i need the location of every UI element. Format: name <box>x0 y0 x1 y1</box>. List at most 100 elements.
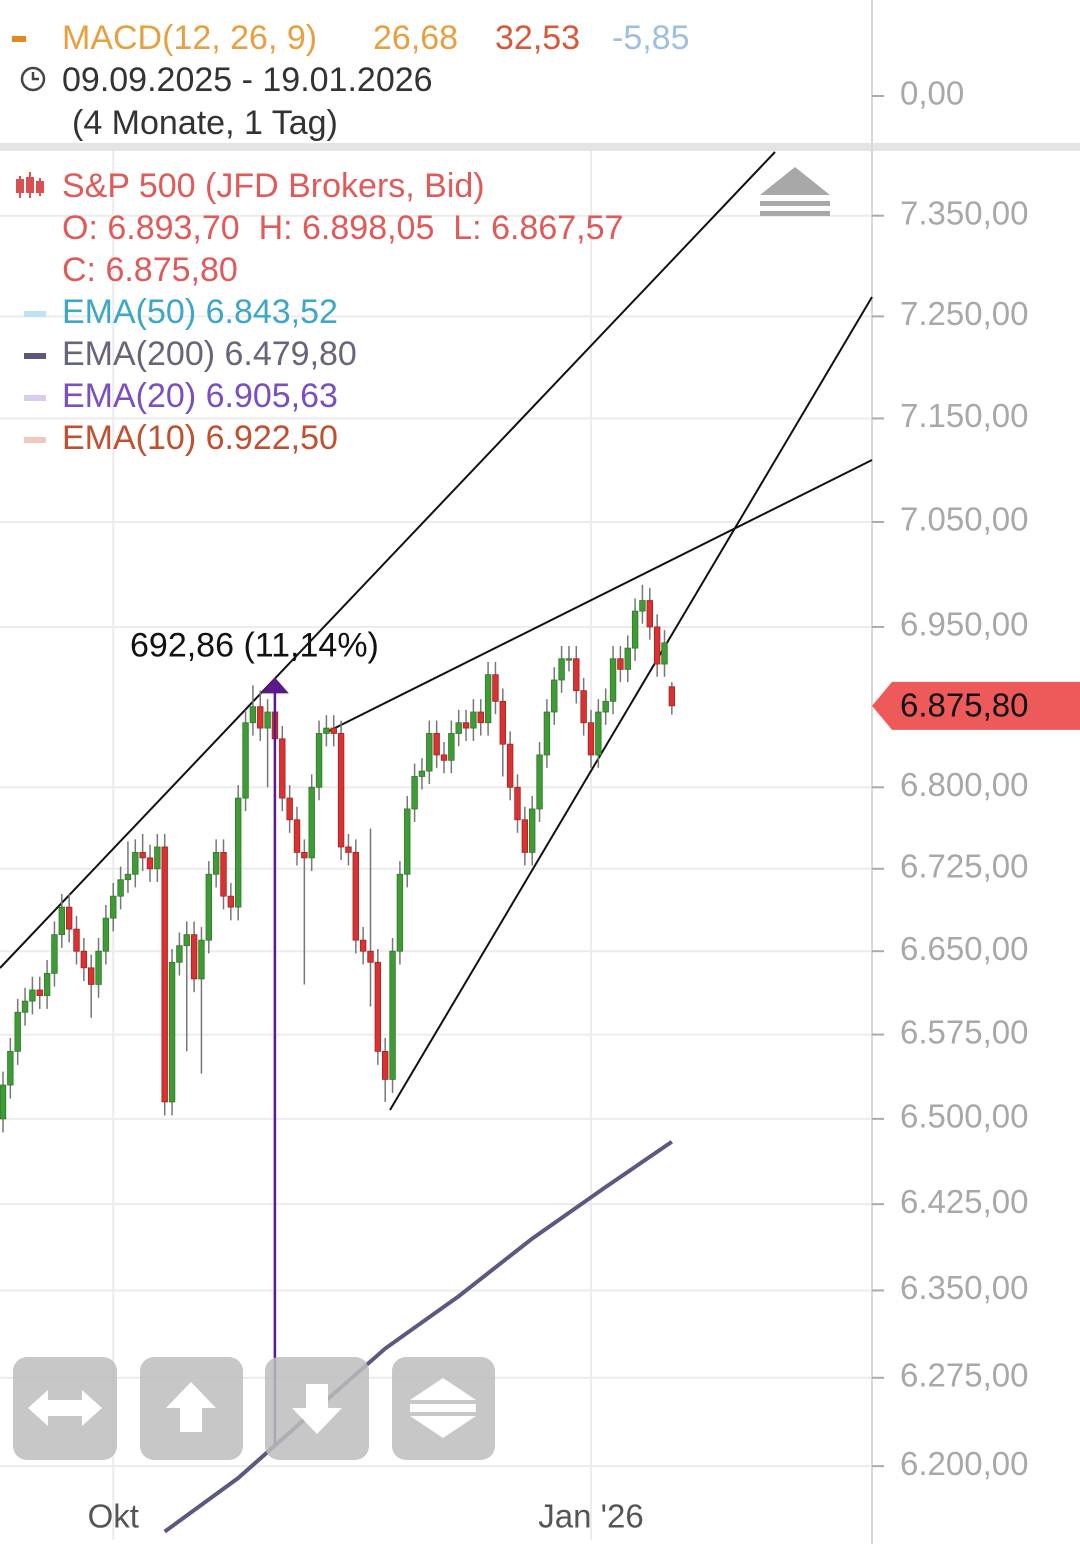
macd-line-value: 26,68 <box>373 19 458 57</box>
y-tick-label: 6.575,00 <box>900 1013 1028 1050</box>
y-tick-label: 6.800,00 <box>900 766 1028 803</box>
candle-body <box>110 895 117 919</box>
candle-body <box>117 879 124 897</box>
candle-body <box>529 808 536 853</box>
date-span: (4 Monate, 1 Tag) <box>72 104 338 142</box>
measure-label: 692,86 (11,14%) <box>130 626 379 664</box>
candle-body <box>484 674 492 724</box>
candle-body <box>183 934 190 947</box>
candle-body <box>359 939 367 952</box>
fit-icon <box>410 1378 476 1438</box>
ema-label: EMA(20) 6.905,63 <box>62 377 338 415</box>
panel-divider <box>0 143 1080 151</box>
ema-legend: EMA(50) 6.843,52 EMA(200) 6.479,80 EMA(20)… <box>24 293 357 457</box>
candle-body <box>73 928 80 952</box>
candle-body <box>337 733 345 848</box>
candle-body <box>381 1050 389 1080</box>
candle-body <box>506 743 514 788</box>
candle-body <box>639 600 646 612</box>
last-price-tag <box>872 681 1080 730</box>
candle-body <box>65 906 73 930</box>
scroll-up-bar <box>760 211 830 216</box>
candle-body <box>242 722 249 799</box>
candle-body <box>374 961 382 1052</box>
candle-body <box>661 642 668 665</box>
candle-body <box>315 733 323 788</box>
candle-body <box>205 873 212 941</box>
candle-body <box>139 852 146 859</box>
candle-body <box>220 852 227 897</box>
candle-body <box>462 722 470 729</box>
down-icon <box>292 1384 342 1434</box>
candle-body <box>631 610 639 649</box>
candle-body <box>286 797 293 821</box>
macd-label: MACD(12, 26, 9) <box>62 19 317 57</box>
candle-body <box>455 722 462 734</box>
candle-body <box>411 776 418 810</box>
candle-body <box>146 857 154 870</box>
candle-body <box>470 711 477 729</box>
candle-body <box>477 711 484 724</box>
candle-body <box>102 917 110 952</box>
candle-body <box>668 686 676 707</box>
candle-body <box>21 1000 29 1013</box>
y-tick-label: 6.725,00 <box>900 848 1028 885</box>
grid <box>0 0 872 1540</box>
up-icon <box>166 1382 216 1432</box>
ema-label: EMA(10) 6.922,50 <box>62 419 338 457</box>
candle-body <box>36 989 43 996</box>
macd-panel <box>0 0 872 143</box>
clock-icon <box>20 66 46 92</box>
candle-body <box>433 733 440 756</box>
y-tick-label: 6.650,00 <box>900 930 1028 967</box>
candle-body <box>257 706 264 729</box>
trend-line <box>326 459 873 733</box>
date-range: 09.09.2025 - 19.01.2026 <box>62 61 433 99</box>
scroll-up-bar <box>760 201 830 206</box>
y-tick-label: 6.950,00 <box>900 606 1028 643</box>
ema200-line <box>163 1140 673 1534</box>
x-tick-label: Okt <box>88 1498 139 1535</box>
trend-lines <box>0 151 873 1111</box>
clock-hand <box>31 72 39 81</box>
candle-body <box>51 934 58 974</box>
candle-body <box>29 989 36 1002</box>
instrument-name: S&P 500 (JFD Brokers, Bid) <box>62 167 485 205</box>
candle-body <box>492 674 499 702</box>
candle-body <box>573 658 580 692</box>
pan-icon <box>28 1390 102 1426</box>
ema-swatch <box>24 311 46 317</box>
y-tick-label: 7.250,00 <box>900 295 1028 332</box>
y-tick-label: 6.500,00 <box>900 1098 1028 1135</box>
candle-body <box>543 711 551 756</box>
candle-body <box>565 658 573 661</box>
candle-body <box>168 961 176 1103</box>
candle-body <box>595 711 602 756</box>
y-tick-label: 6.425,00 <box>900 1183 1028 1220</box>
candle-body <box>161 846 168 1103</box>
scroll-up-icon[interactable] <box>760 167 830 195</box>
candle-body <box>308 786 315 859</box>
candle-body <box>330 727 337 734</box>
macd-hist-value: -5,85 <box>612 19 690 57</box>
measure-arrow <box>260 677 289 694</box>
y-tick-label: 7.350,00 <box>900 194 1028 231</box>
ema-label: EMA(200) 6.479,80 <box>62 335 357 373</box>
candle-body <box>249 706 257 724</box>
toolbar <box>13 1357 495 1460</box>
candle-body <box>279 738 286 799</box>
x-tick-label: Jan '26 <box>538 1498 643 1535</box>
candle-body <box>301 852 308 859</box>
candle-body <box>198 939 205 980</box>
last-price-label: 6.875,80 <box>900 687 1028 724</box>
candle-body <box>264 711 271 729</box>
candle-body <box>43 972 51 996</box>
candle-body <box>609 658 617 702</box>
macd-tick: 0,00 <box>900 75 964 112</box>
candle-body <box>58 906 65 936</box>
y-tick-label: 7.150,00 <box>900 397 1028 434</box>
macd-swatch <box>12 36 26 42</box>
candle-body <box>617 658 624 670</box>
candle-body <box>95 950 102 985</box>
